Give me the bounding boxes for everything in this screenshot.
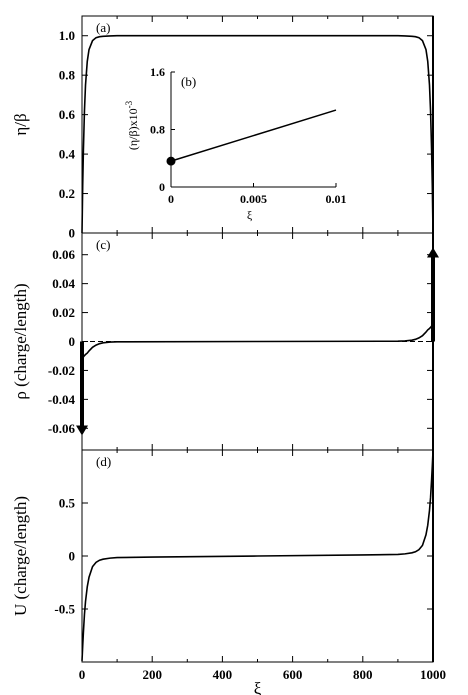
- y-tick-label: 0.02: [52, 305, 75, 320]
- x-tick-label: 0: [79, 667, 86, 682]
- x-tick-label: 400: [213, 667, 233, 682]
- y-tick-label: 1.0: [59, 28, 75, 43]
- panel-label: (c): [96, 237, 110, 252]
- charge-arrow-head: [427, 247, 439, 258]
- inset-x-tick-label: 0.01: [326, 192, 347, 206]
- series-line: [81, 34, 434, 234]
- y-tick-label: 0.4: [59, 147, 76, 162]
- inset-x-tick-label: 0: [168, 192, 174, 206]
- y-axis-title: η/β: [11, 113, 30, 135]
- inset-panel-label: (b): [181, 74, 196, 89]
- inset-x-tick-label: 0.005: [240, 192, 267, 206]
- y-tick-label: 0: [69, 334, 76, 349]
- panel-label: (d): [96, 454, 111, 469]
- inset-x-axis-title: ξ: [247, 208, 253, 222]
- inset-y-axis-title-text: (η/β)x10: [126, 108, 140, 150]
- series-line: [81, 451, 434, 661]
- y-axis-title: ρ (charge/length): [11, 283, 30, 399]
- x-axis-title: ξ: [254, 679, 262, 695]
- inset-series-line: [170, 109, 337, 162]
- y-tick-label: 0.04: [52, 276, 75, 291]
- y-tick-label: 0.2: [59, 186, 75, 201]
- y-tick-label: -0.06: [48, 421, 76, 436]
- y-tick-label: 0.5: [59, 496, 76, 511]
- y-tick-label: 0: [69, 226, 76, 241]
- inset-y-tick-label: 0.8: [150, 123, 165, 137]
- y-tick-label: 0.6: [59, 107, 76, 122]
- x-tick-label: 1000: [420, 667, 446, 682]
- x-tick-label: 600: [283, 667, 303, 682]
- y-tick-label: -0.04: [48, 392, 76, 407]
- y-tick-label: 0: [69, 549, 76, 564]
- x-tick-label: 800: [353, 667, 373, 682]
- charge-arrow-head: [76, 425, 88, 436]
- inset-origin-marker: [166, 156, 176, 166]
- inset-y-tick-label: 0: [159, 180, 165, 194]
- x-tick-label: 200: [142, 667, 162, 682]
- inset-y-axis-title-exponent: -3: [124, 100, 134, 108]
- y-axis-title: U (charge/length): [11, 496, 30, 616]
- y-tick-label: -0.5: [54, 602, 75, 617]
- y-tick-label: -0.02: [48, 363, 75, 378]
- inset-y-tick-label: 1.6: [150, 65, 165, 79]
- y-tick-label: 0.8: [59, 68, 76, 83]
- inset-y-axis-title: (η/β)x10-3: [124, 100, 140, 150]
- panel-label: (a): [96, 20, 110, 35]
- series-line: [81, 323, 434, 360]
- y-tick-label: 0.06: [52, 247, 75, 262]
